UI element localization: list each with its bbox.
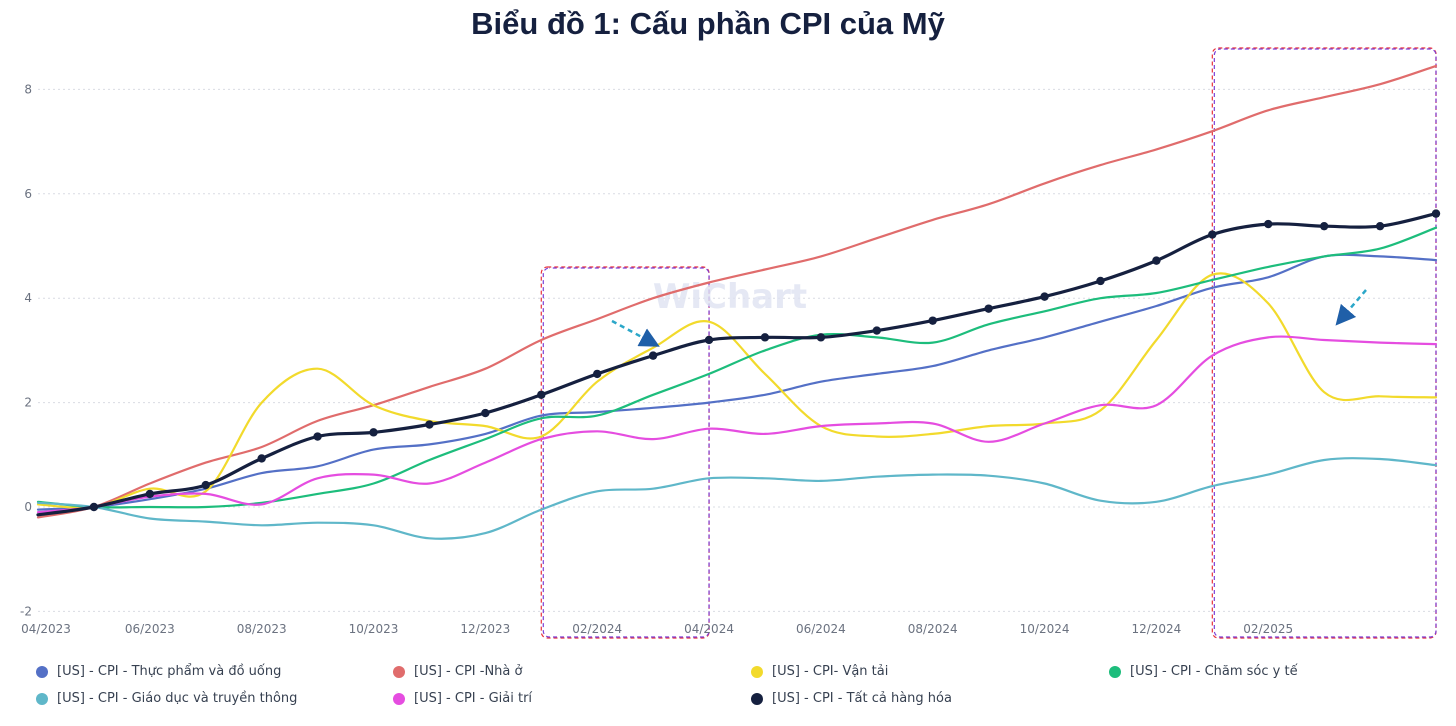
data-point — [425, 420, 434, 429]
data-point — [1152, 256, 1161, 265]
x-tick-label: 08/2023 — [237, 622, 287, 636]
data-point — [704, 335, 714, 345]
annotation-arrow — [1335, 289, 1367, 326]
data-point — [760, 333, 770, 342]
watermark-logo: WiChart — [653, 277, 807, 317]
legend-label: [US] - CPI - Giải trí — [414, 691, 533, 706]
legend-item[interactable]: [US] - CPI - Giáo dục và truyền thông — [36, 691, 297, 706]
data-point — [1375, 221, 1385, 231]
x-tick-label: 06/2024 — [796, 622, 846, 636]
legend-swatch — [1109, 665, 1121, 678]
highlight-window-outline — [542, 267, 710, 638]
data-point — [481, 408, 490, 418]
legend-swatch — [393, 692, 405, 705]
y-tick-label: 2 — [24, 396, 32, 410]
legend-item[interactable]: [US] - CPI- Vận tải — [751, 664, 888, 679]
x-tick-label: 04/2023 — [21, 622, 71, 636]
x-tick-label: 02/2024 — [572, 622, 622, 636]
data-point — [313, 432, 322, 441]
data-point — [1096, 276, 1105, 286]
x-tick-label: 08/2024 — [908, 622, 958, 636]
highlight-window — [540, 266, 710, 639]
highlight-window-outline — [1213, 48, 1437, 638]
x-tick-label: 10/2023 — [349, 622, 399, 636]
series-line — [36, 253, 1438, 511]
legend-label: [US] - CPI - Chăm sóc y tế — [1130, 664, 1298, 679]
x-tick-label: 02/2025 — [1243, 622, 1293, 636]
x-tick-label: 06/2023 — [125, 622, 175, 636]
chart-title: Biểu đồ 1: Cấu phần CPI của Mỹ — [471, 6, 945, 41]
series-line — [36, 212, 1438, 517]
annotation-arrow — [611, 319, 660, 347]
legend-item[interactable]: [US] - CPI -Nhà ở — [393, 664, 522, 679]
y-tick-label: -2 — [20, 604, 32, 618]
data-point — [816, 333, 826, 342]
x-tick-label: 12/2024 — [1131, 622, 1181, 636]
y-tick-label: 6 — [24, 187, 32, 201]
x-tick-label: 10/2024 — [1020, 622, 1070, 636]
legend-label: [US] - CPI -Nhà ở — [414, 664, 523, 679]
legend-item[interactable]: [US] - CPI - Giải trí — [393, 691, 532, 706]
legend-label: [US] - CPI - Tất cả hàng hóa — [772, 691, 952, 706]
x-tick-label: 04/2024 — [684, 622, 734, 636]
y-tick-label: 4 — [24, 291, 32, 305]
data-point — [89, 502, 99, 512]
y-tick-label: 0 — [24, 500, 32, 514]
series-line — [36, 457, 1438, 540]
data-point — [201, 480, 210, 490]
legend-item[interactable]: [US] - CPI - Chăm sóc y tế — [1109, 664, 1298, 679]
legend-label: [US] - CPI - Thực phẩm và đồ uống — [57, 664, 282, 679]
data-point — [369, 428, 378, 437]
data-point — [593, 369, 602, 379]
legend-swatch — [751, 692, 763, 705]
chart-plot: WiChart -2 0 2 4 6 8 04/2023 06/2023 08/2023 10/2… — [20, 47, 1441, 639]
series-line — [36, 335, 1438, 514]
data-point — [928, 316, 937, 325]
highlight-window — [1211, 47, 1437, 639]
data-point — [1040, 292, 1049, 301]
legend-label: [US] - CPI - Giáo dục và truyền thông — [57, 691, 298, 706]
legend-swatch — [36, 692, 48, 705]
data-point — [1431, 209, 1441, 218]
series-line — [36, 64, 1438, 519]
legend-swatch — [393, 665, 405, 678]
data-point — [984, 304, 993, 313]
data-point — [537, 390, 546, 399]
series-line — [36, 272, 1438, 509]
y-tick-label: 8 — [24, 82, 32, 96]
data-point — [257, 454, 266, 463]
data-point — [872, 326, 881, 335]
data-point — [1208, 230, 1217, 239]
data-point — [1264, 219, 1273, 229]
data-point — [648, 351, 658, 360]
data-point — [1319, 221, 1329, 231]
legend-label: [US] - CPI- Vận tải — [772, 664, 889, 679]
legend-item[interactable]: [US] - CPI - Tất cả hàng hóa — [751, 691, 952, 706]
chart-legend: [US] - CPI - Thực phẩm và đồ uống [US] - … — [0, 660, 1456, 720]
data-point — [145, 489, 155, 499]
x-tick-label: 12/2023 — [460, 622, 510, 636]
legend-item[interactable]: [US] - CPI - Thực phẩm và đồ uống — [36, 664, 281, 679]
legend-swatch — [751, 665, 763, 678]
legend-swatch — [36, 665, 48, 678]
